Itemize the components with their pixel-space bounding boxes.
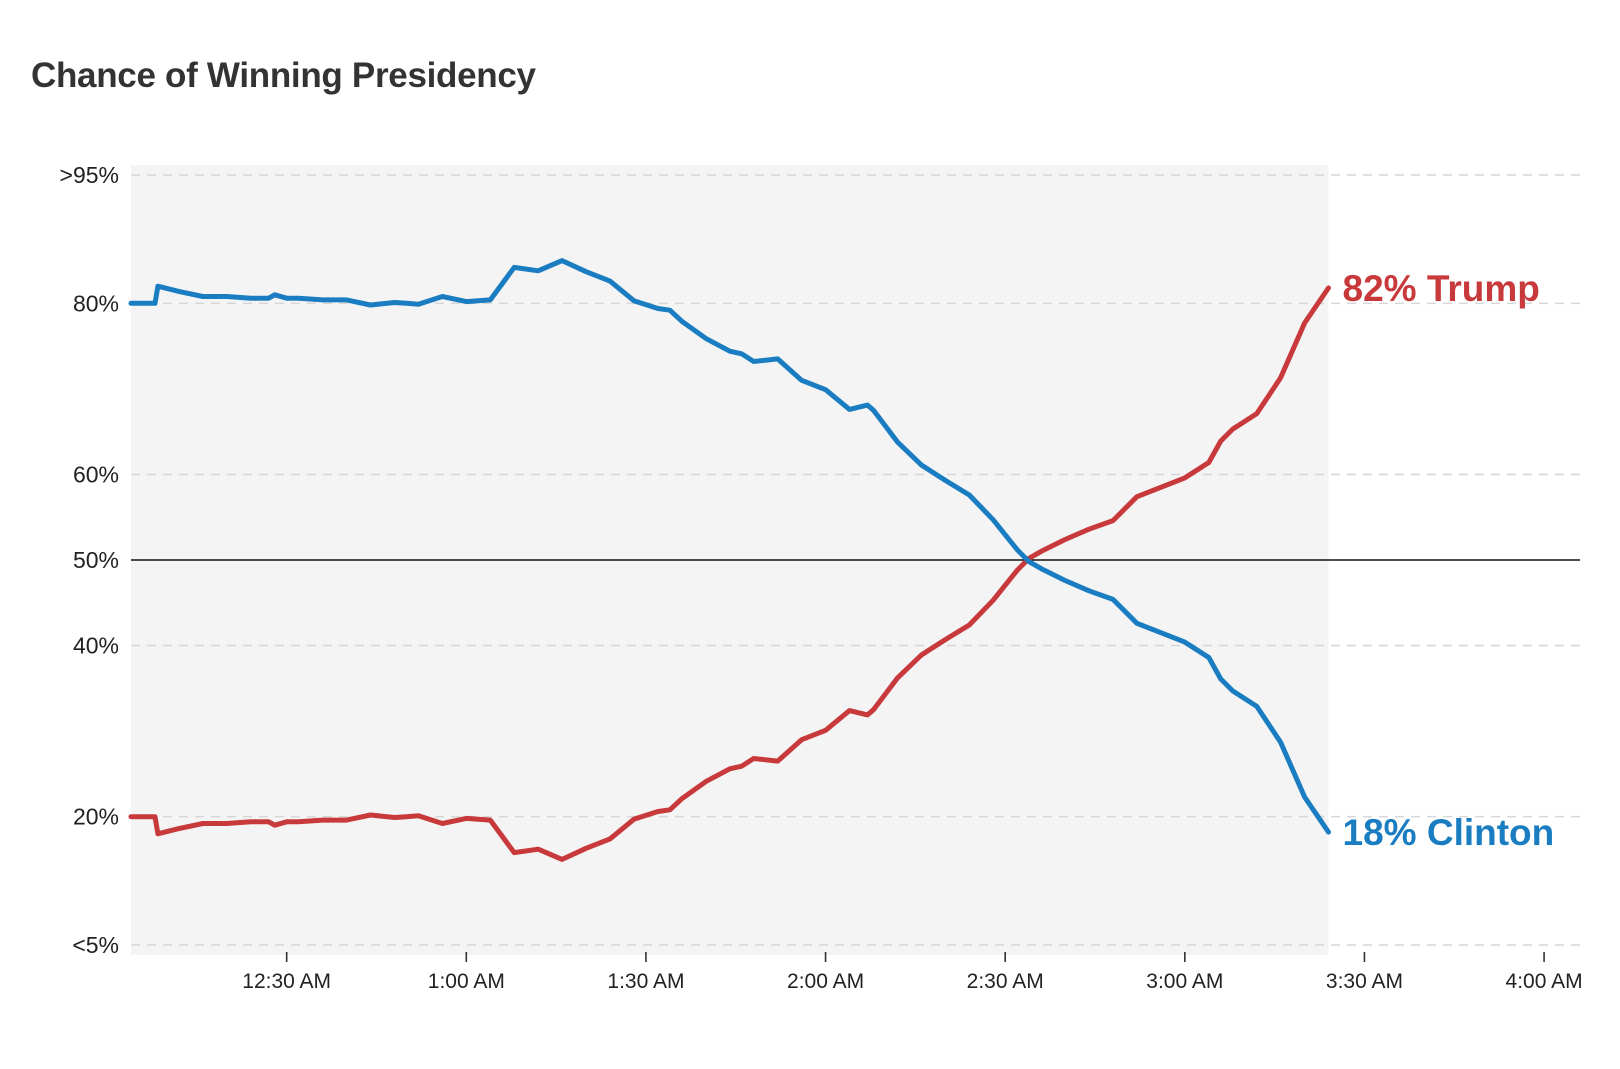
y-tick-label: >95% bbox=[60, 162, 119, 188]
x-tick-label: 2:30 AM bbox=[967, 970, 1044, 993]
series-lines bbox=[128, 258, 1331, 862]
x-tick-label: 3:30 AM bbox=[1326, 970, 1403, 993]
y-tick-label: 20% bbox=[73, 804, 119, 830]
chart-title: Chance of Winning Presidency bbox=[31, 56, 536, 95]
y-tick-label: 40% bbox=[73, 633, 119, 659]
x-tick-label: 12:30 AM bbox=[242, 970, 331, 993]
series-end-labels: 82% Trump 18% Clinton bbox=[1343, 268, 1555, 853]
x-tick-label: 4:00 AM bbox=[1506, 970, 1583, 993]
series-line-clinton bbox=[128, 258, 1331, 835]
x-axis: 12:30 AM 1:00 AM 1:30 AM 2:00 AM 2:30 AM 3:00… bbox=[242, 952, 1583, 993]
x-tick-label: 1:30 AM bbox=[607, 970, 684, 993]
x-tick-label: 3:00 AM bbox=[1146, 970, 1223, 993]
end-label-trump: 82% Trump bbox=[1343, 268, 1540, 309]
y-axis: >95% 80% 60% 50% 40% 20% <5% bbox=[60, 162, 119, 958]
x-tick-label: 2:00 AM bbox=[787, 970, 864, 993]
y-tick-label: 80% bbox=[73, 290, 119, 316]
y-tick-label: <5% bbox=[72, 932, 119, 958]
x-tick-label: 1:00 AM bbox=[428, 970, 505, 993]
end-label-clinton: 18% Clinton bbox=[1343, 812, 1555, 853]
y-tick-label: 60% bbox=[73, 461, 119, 487]
y-tick-label: 50% bbox=[73, 547, 119, 573]
series-line-trump bbox=[128, 285, 1331, 862]
